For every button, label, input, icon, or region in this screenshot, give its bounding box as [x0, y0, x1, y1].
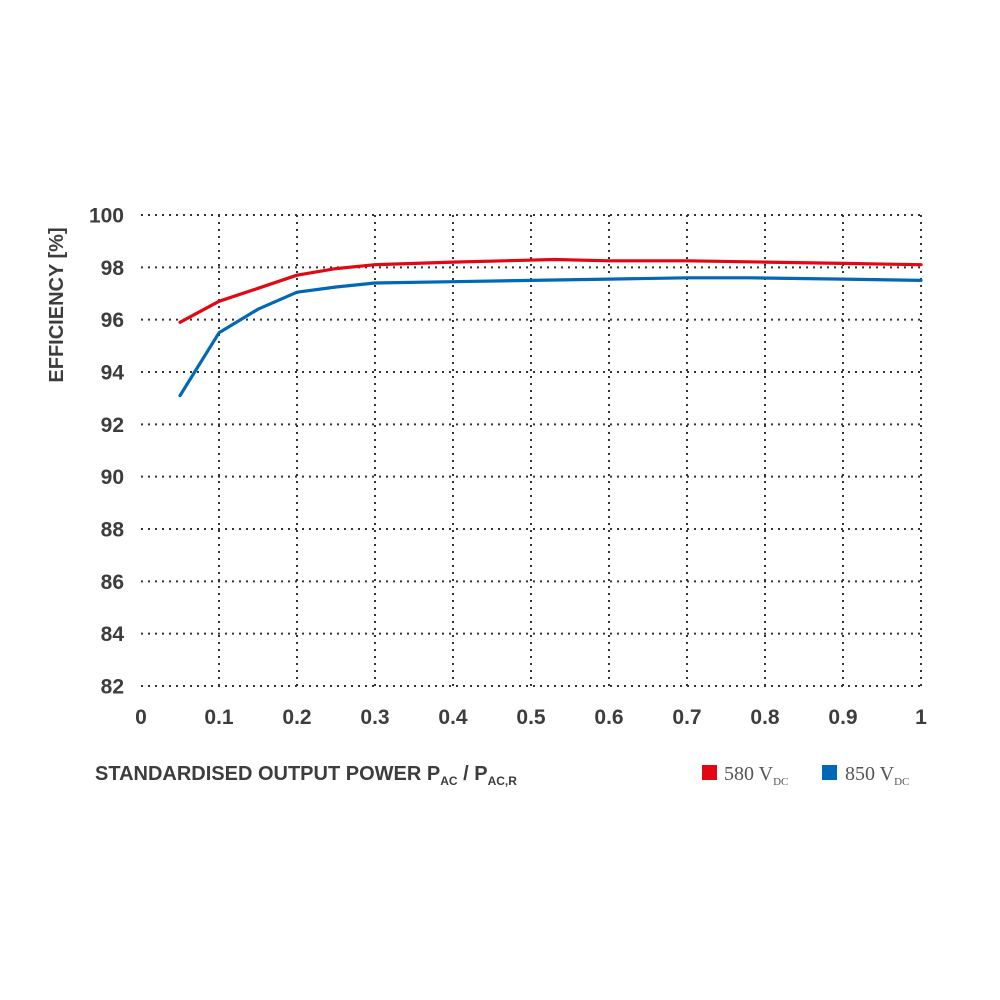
x-tick-labels: 0 0.1 0.2 0.3 0.4 0.5 0.6 0.7 0.8 0.9 1	[135, 706, 927, 729]
y-tick-label: 92	[101, 414, 124, 437]
y-tick-label: 88	[101, 519, 125, 542]
y-axis-label: EFFICIENCY [%]	[46, 227, 68, 382]
y-tick-label: 86	[101, 571, 124, 594]
y-tick-label: 96	[101, 309, 124, 332]
legend-entry-580vdc: 580 VDC	[702, 763, 788, 788]
legend-swatch-red	[702, 765, 717, 780]
legend-swatch-blue	[822, 765, 837, 780]
y-tick-label: 84	[101, 623, 125, 646]
legend: 580 VDC 850 VDC	[702, 763, 909, 788]
x-tick-label: 0	[135, 706, 147, 729]
x-tick-label: 0.5	[516, 706, 546, 729]
legend-label-850vdc: 850 VDC	[845, 763, 909, 788]
series-line-1	[178, 276, 923, 398]
legend-label-580vdc: 580 VDC	[724, 763, 788, 788]
x-tick-label: 0.8	[750, 706, 780, 729]
x-tick-label: 0.7	[672, 706, 701, 729]
x-tick-label: 0.9	[828, 706, 857, 729]
y-tick-label: 82	[101, 676, 124, 699]
x-tick-label: 0.6	[594, 706, 623, 729]
x-tick-label: 0.4	[438, 706, 468, 729]
legend-entry-850vdc: 850 VDC	[822, 763, 909, 788]
x-axis-label: STANDARDISED OUTPUT POWER PAC / PAC,R	[95, 763, 517, 788]
grid-lines	[141, 214, 922, 687]
series-line-0	[178, 257, 923, 324]
x-tick-label: 0.2	[282, 706, 311, 729]
y-tick-label: 100	[89, 205, 124, 228]
x-tick-label: 0.3	[360, 706, 389, 729]
y-tick-label: 98	[101, 257, 125, 280]
y-tick-label: 94	[101, 362, 125, 385]
y-tick-labels: 82 84 86 88 90 92 94 96 98 100	[89, 205, 124, 699]
y-tick-label: 90	[101, 466, 124, 489]
series-lines	[178, 257, 923, 398]
x-tick-label: 1	[915, 706, 927, 729]
x-tick-label: 0.1	[204, 706, 234, 729]
